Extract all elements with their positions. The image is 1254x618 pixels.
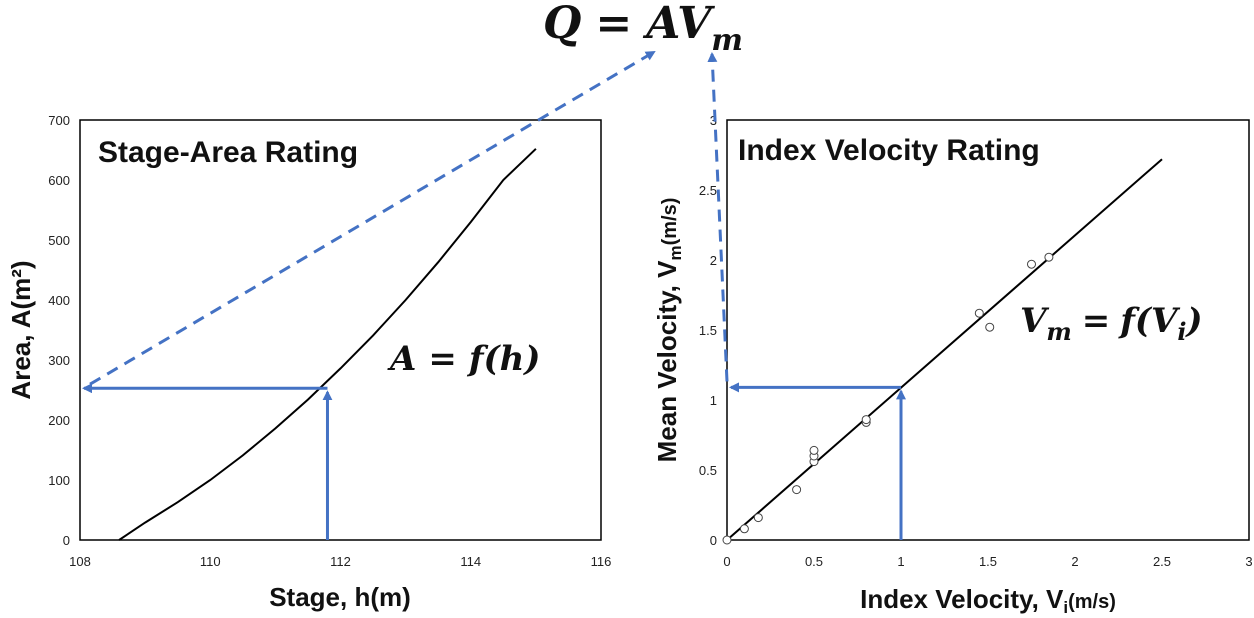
right-x-tick-label: 2.5 — [1153, 554, 1171, 569]
right-y-tick-label: 2 — [710, 253, 717, 268]
right-ticks: 0 0.5 1 1.5 2 2.5 3 0 0.5 1 1.5 2 2.5 3 — [699, 113, 1253, 569]
rating-fit-line — [726, 158, 1163, 541]
area-to-equation-arrow — [89, 50, 656, 386]
observation-point — [1027, 259, 1036, 269]
arrows — [82, 50, 906, 540]
left-x-tick-label: 112 — [330, 554, 351, 569]
velocity-to-equation-arrow — [707, 52, 729, 382]
right-x-tick-label: 3 — [1245, 554, 1252, 569]
left-y-axis-title: Area, A(m²) — [6, 260, 36, 399]
right-y-tick-label: 3 — [710, 113, 717, 128]
right-panel-title: Index Velocity Rating — [738, 134, 1040, 167]
stage-area-equation: A = f(h) — [387, 339, 540, 379]
right-y-tick-label: 1.5 — [699, 323, 717, 338]
left-y-tick-label: 300 — [48, 353, 70, 368]
right-x-axis-title: Index Velocity, Vi(m/s) — [860, 584, 1116, 617]
right-y-tick-label: 2.5 — [699, 183, 717, 198]
right-y-tick-label: 1 — [710, 393, 717, 408]
right-x-tick-label: 2 — [1071, 554, 1078, 569]
right-x-tick-label: 1.5 — [979, 554, 997, 569]
right-series — [722, 158, 1163, 545]
right-y-tick-label: 0.5 — [699, 463, 717, 478]
left-x-tick-label: 108 — [69, 554, 91, 569]
left-y-tick-label: 700 — [48, 113, 70, 128]
right-x-tick-label: 0.5 — [805, 554, 823, 569]
left-y-tick-label: 600 — [48, 173, 70, 188]
left-y-tick-label: 0 — [63, 533, 70, 548]
observation-point — [1044, 252, 1054, 262]
left-plot-frame — [79, 119, 602, 541]
main-equation: Q = AVm — [543, 0, 743, 58]
right-x-tick-label: 0 — [723, 554, 730, 569]
left-y-tick-label: 100 — [48, 473, 70, 488]
left-y-tick-label: 200 — [48, 413, 70, 428]
stage-area-curve — [118, 148, 537, 541]
observation-point — [861, 415, 871, 425]
index-velocity-chart: Index Velocity Rating 0 0.5 1 1.5 2 2.5 3 0 0.5 1… — [652, 113, 1253, 617]
observation-point — [739, 524, 749, 534]
observation-point — [809, 445, 819, 455]
index-velocity-equation: Vm = f(Vi) — [1020, 301, 1203, 346]
left-panel-title: Stage-Area Rating — [98, 136, 358, 169]
stage-area-chart: Stage-Area Rating 108 110 112 114 116 0 100 200… — [6, 113, 611, 612]
left-y-tick-label: 500 — [48, 233, 70, 248]
left-x-tick-label: 114 — [460, 554, 481, 569]
right-y-axis-title: Mean Velocity, Vm(m/s) — [652, 198, 685, 463]
left-x-axis-title: Stage, h(m) — [269, 582, 411, 612]
left-ticks: 108 110 112 114 116 0 100 200 300 400 500 600 700 — [48, 113, 611, 569]
right-y-tick-label: 0 — [710, 533, 717, 548]
left-series — [118, 148, 537, 541]
left-x-tick-label: 110 — [200, 554, 221, 569]
observation-point — [985, 322, 995, 332]
observation-point — [722, 535, 732, 545]
observation-point — [792, 485, 802, 495]
observation-point — [974, 308, 984, 318]
right-x-tick-label: 1 — [897, 554, 904, 569]
left-x-tick-label: 116 — [591, 554, 612, 569]
observation-point — [753, 513, 763, 523]
left-y-tick-label: 400 — [48, 293, 70, 308]
